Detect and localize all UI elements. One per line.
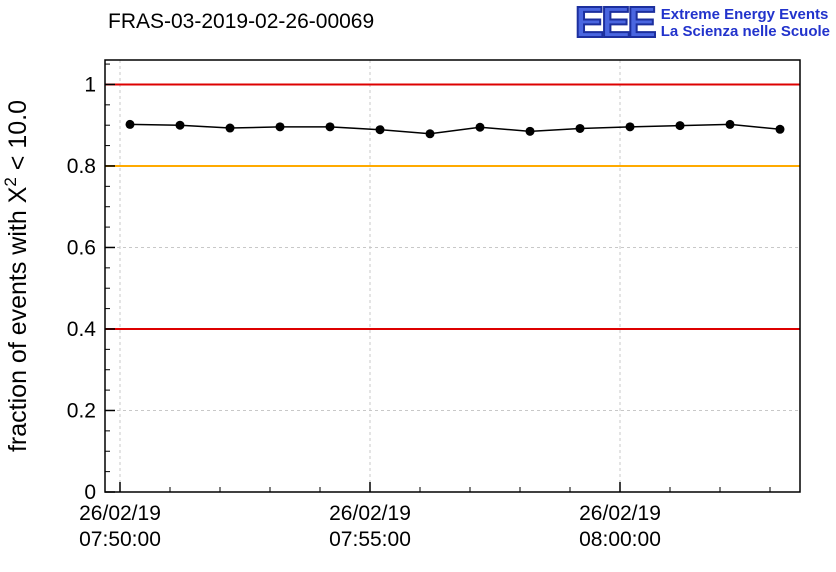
data-point-marker xyxy=(725,119,735,129)
series-line xyxy=(129,123,781,135)
x-tick-label-time: 07:55:00 xyxy=(329,528,411,551)
y-tick-label: 0.6 xyxy=(67,236,96,259)
plot-frame xyxy=(104,59,801,493)
data-point-marker xyxy=(225,123,235,133)
eee-logo-line1: Extreme Energy Events xyxy=(660,6,829,23)
data-point-marker xyxy=(575,123,585,133)
x-tick-label-time: 07:50:00 xyxy=(79,528,161,551)
eee-logo: EEE Extreme Energy Events La Scienza nel… xyxy=(574,0,830,47)
data-point-marker xyxy=(625,122,635,132)
data-point-marker xyxy=(475,122,485,132)
data-point-marker xyxy=(525,126,535,136)
y-tick-label: 0.8 xyxy=(67,155,96,178)
data-point-marker xyxy=(275,122,285,132)
y-tick-label: 1 xyxy=(84,73,96,96)
data-point-marker xyxy=(775,124,785,134)
y-tick-label: 0.4 xyxy=(67,318,97,341)
eee-logo-letters: EEE xyxy=(574,0,658,47)
chart-title: FRAS-03-2019-02-26-00069 xyxy=(108,10,375,33)
eee-logo-line2: La Scienza nelle Scuole xyxy=(660,23,830,40)
x-tick-label-time: 08:00:00 xyxy=(579,528,661,551)
data-point-marker xyxy=(675,121,685,131)
x-tick-label-date: 26/02/19 xyxy=(579,502,661,525)
data-point-marker xyxy=(375,125,385,135)
y-axis-title: fraction of events with X2 < 10.0 xyxy=(1,100,32,452)
data-point-marker xyxy=(325,122,335,132)
data-point-marker xyxy=(175,120,185,130)
eee-logo-text: Extreme Energy Events La Scienza nelle S… xyxy=(661,6,830,40)
x-tick-label-date: 26/02/19 xyxy=(79,502,161,525)
x-tick-label-date: 26/02/19 xyxy=(329,502,411,525)
y-tick-label: 0.2 xyxy=(67,399,96,422)
data-point-marker xyxy=(125,119,135,129)
y-tick-label: 0 xyxy=(84,481,96,504)
data-point-marker xyxy=(425,129,435,139)
